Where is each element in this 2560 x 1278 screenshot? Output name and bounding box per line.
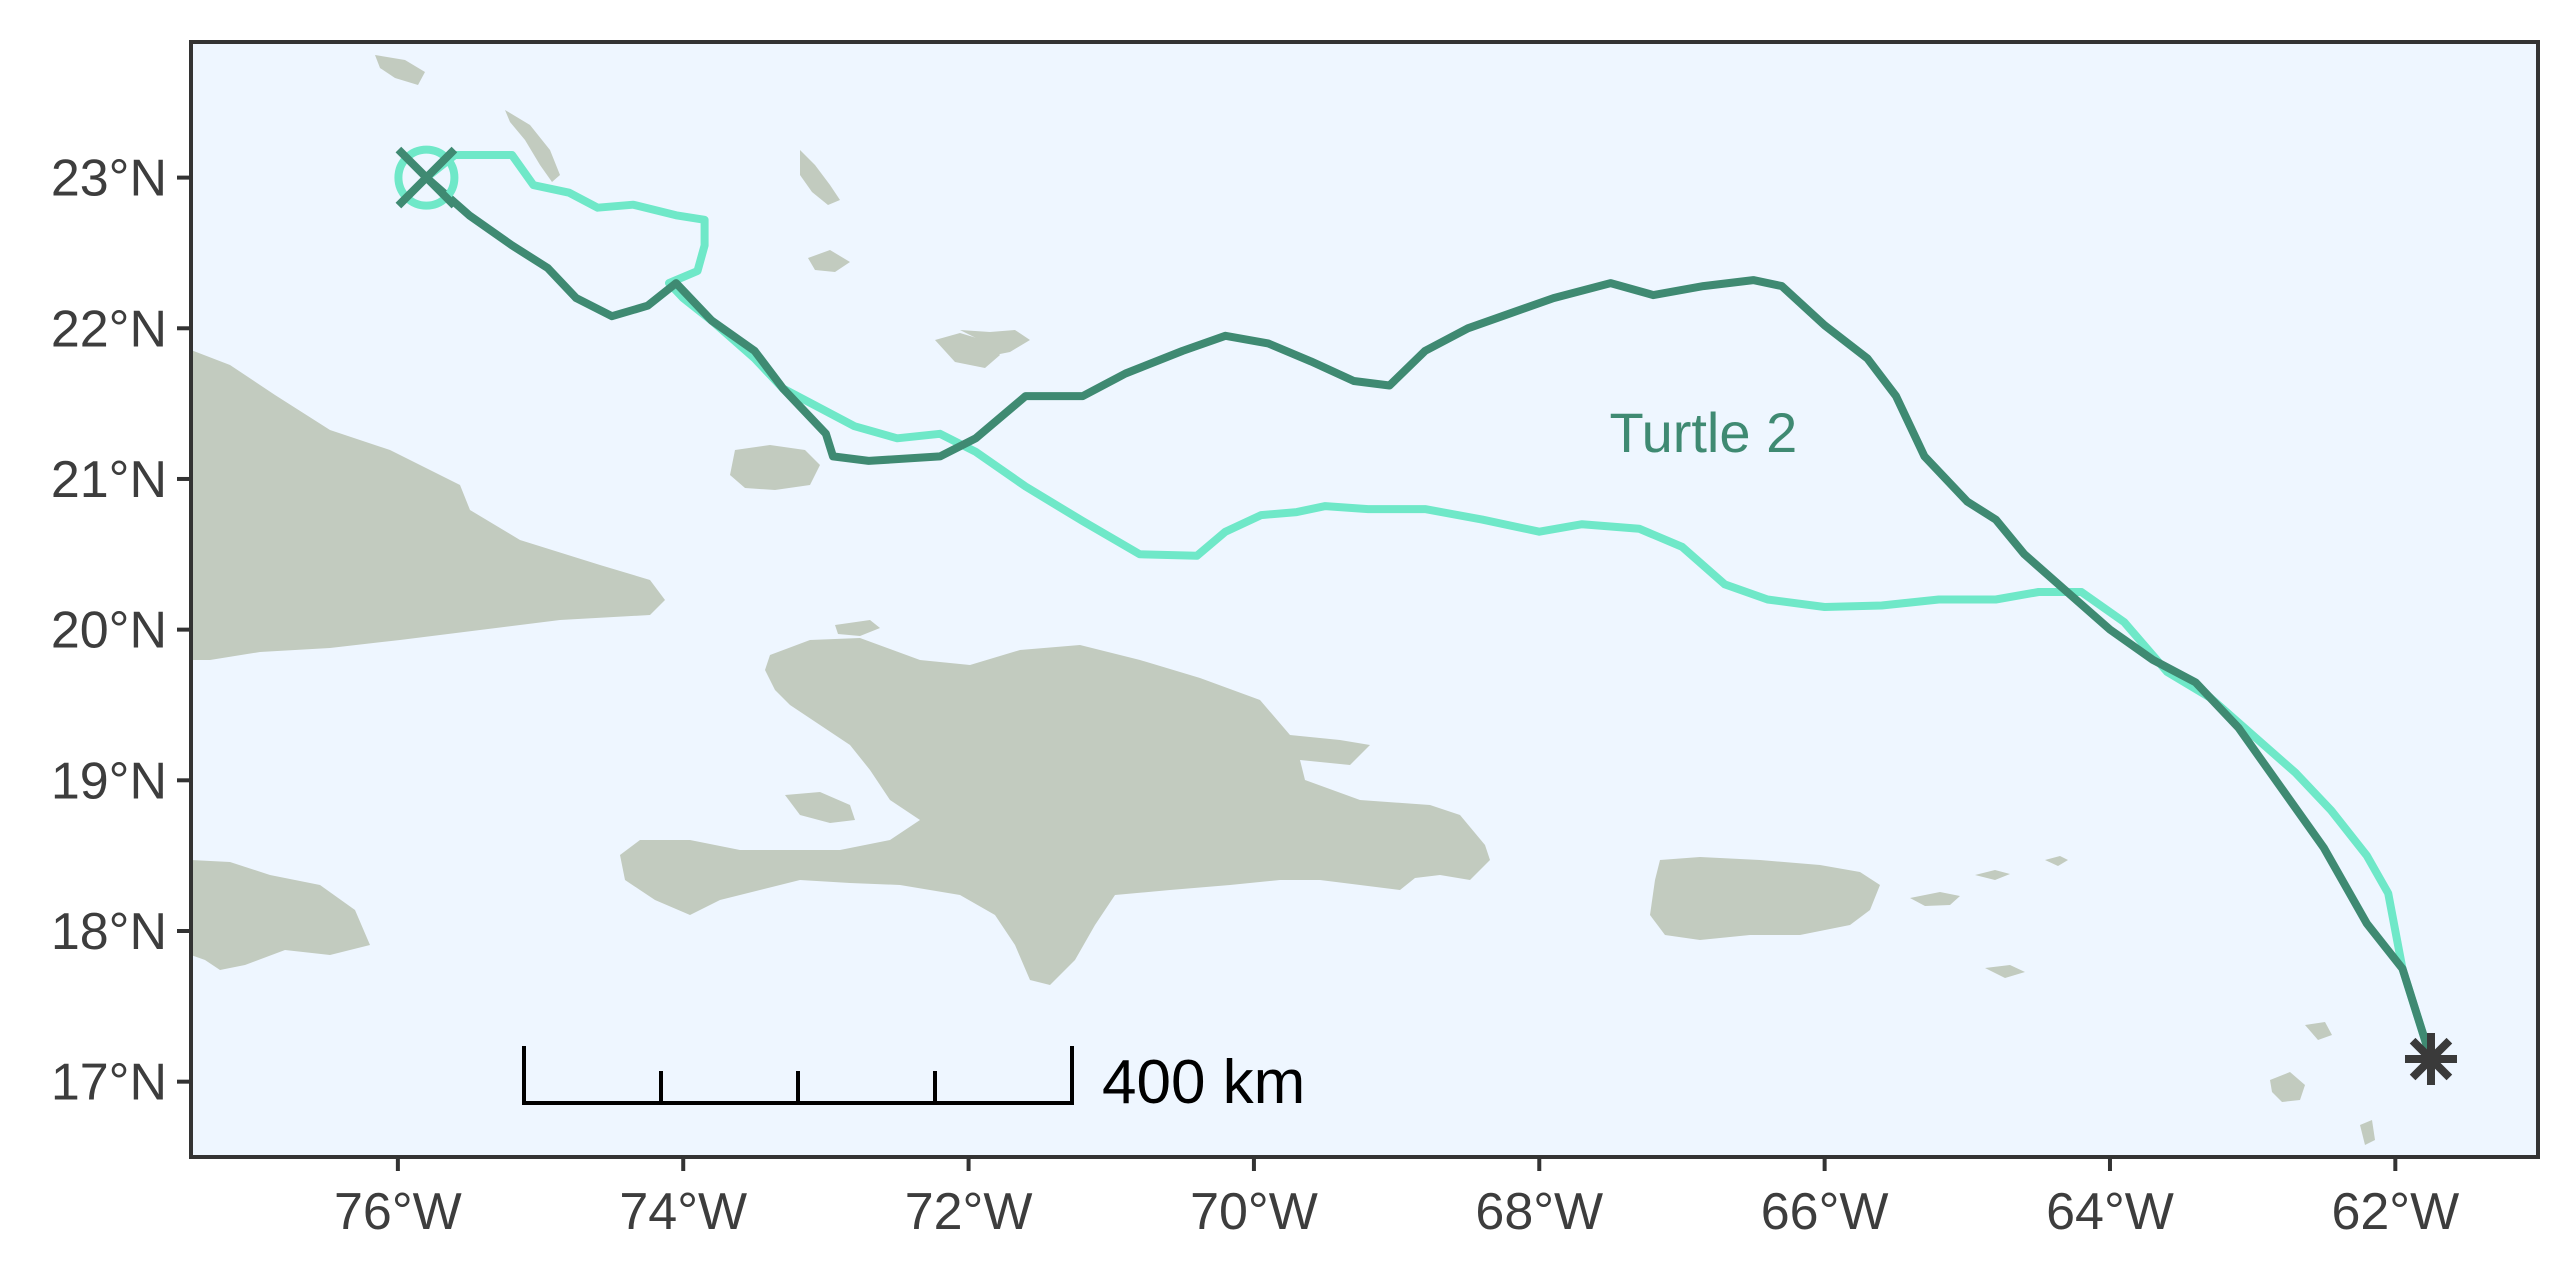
scale-bar: [522, 1046, 1074, 1105]
x-tick-label: 76°W: [334, 1183, 462, 1241]
y-tick-label: 22°N: [51, 300, 167, 358]
land-exuma: [375, 55, 425, 85]
land-barbuda: [1985, 965, 2025, 978]
land-great-inagua: [730, 445, 820, 490]
land-bvi: [1975, 870, 2010, 880]
land-caicos-bank: [800, 150, 840, 205]
tracks: [422, 151, 2435, 1064]
land-long-island: [505, 110, 560, 182]
scale-bar-label: 400 km: [1102, 1048, 1305, 1117]
x-tick-label: 68°W: [1475, 1183, 1603, 1241]
x-tick-label: 64°W: [2046, 1183, 2174, 1241]
y-tick-label: 23°N: [51, 150, 167, 208]
x-axis: 76°W 74°W 72°W 70°W 68°W 66°W 64°W 62°W: [334, 1157, 2459, 1241]
map-frame: [189, 40, 2540, 1159]
land-masses: [191, 55, 2375, 1145]
x-tick-label: 70°W: [1190, 1183, 1318, 1241]
y-axis: 23°N 22°N 21°N 20°N 19°N 18°N 17°N: [51, 150, 191, 1112]
y-tick-label: 18°N: [51, 903, 167, 961]
y-tick-label: 19°N: [51, 752, 167, 810]
land-puerto-rico: [1650, 857, 1880, 940]
track-turtle-2: [422, 173, 2435, 1064]
x-tick-label: 74°W: [619, 1183, 747, 1241]
start-cross-marker: [395, 146, 458, 209]
x-tick-label: 66°W: [1761, 1183, 1889, 1241]
land-gonave: [785, 792, 855, 823]
land-hispaniola: [620, 638, 1490, 985]
land-tortuga: [835, 620, 880, 636]
x-tick-label: 62°W: [2331, 1183, 2459, 1241]
land-cuba: [191, 350, 665, 660]
x-tick-label: 72°W: [905, 1183, 1033, 1241]
end-asterisk-marker: [2404, 1033, 2457, 1086]
start-circle-marker: [394, 145, 459, 210]
y-tick-label: 20°N: [51, 602, 167, 660]
land-antigua: [2305, 1022, 2332, 1040]
land-guadeloupe: [2270, 1072, 2305, 1102]
land-caicos-north: [960, 330, 1030, 355]
y-tick-label: 21°N: [51, 451, 167, 509]
land-inagua-north: [808, 250, 850, 272]
land-jamaica: [191, 860, 370, 970]
land-anguilla: [2045, 856, 2068, 866]
y-tick-label: 17°N: [51, 1054, 167, 1112]
start-marker: [394, 145, 459, 210]
land-dominica: [2360, 1120, 2375, 1145]
land-virgin-islands: [1910, 892, 1960, 906]
turtle-2-annotation: Turtle 2: [1609, 401, 1797, 464]
